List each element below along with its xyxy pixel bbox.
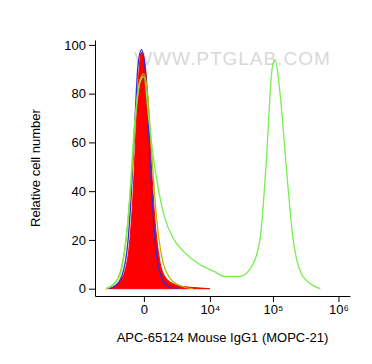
y-tick-mark xyxy=(89,289,95,290)
x-axis-line xyxy=(96,296,351,297)
y-tick-mark xyxy=(89,191,95,192)
histogram-line xyxy=(110,50,178,289)
x-axis: 0 10⁴ 10⁵ 10⁶ xyxy=(96,296,351,317)
x-tick-mark xyxy=(273,296,274,302)
plot-area xyxy=(106,50,320,289)
x-tick: 10⁶ xyxy=(329,296,349,317)
x-tick-label: 10⁵ xyxy=(264,302,284,317)
x-tick-label: 10⁶ xyxy=(329,302,349,317)
y-tick: 100 xyxy=(64,38,95,53)
x-tick-label: 10⁴ xyxy=(200,302,220,317)
x-tick: 10⁵ xyxy=(264,296,284,317)
x-axis-title: APC-65124 Mouse IgG1 (MOPC-21) xyxy=(117,330,329,345)
y-tick-mark xyxy=(89,240,95,241)
y-tick-label: 100 xyxy=(64,38,86,53)
y-tick-mark xyxy=(89,94,95,95)
y-tick: 0 xyxy=(79,281,95,296)
y-tick: 20 xyxy=(72,233,95,248)
x-tick-mark xyxy=(338,296,339,302)
y-tick: 40 xyxy=(72,184,95,199)
x-tick-label: 0 xyxy=(141,302,148,317)
histogram-line xyxy=(106,74,192,289)
y-tick: 60 xyxy=(72,135,95,150)
x-tick: 10⁴ xyxy=(200,296,220,317)
y-tick-label: 20 xyxy=(72,233,86,248)
y-tick-label: 60 xyxy=(72,135,86,150)
watermark: WWW.PTGLAB.COM xyxy=(134,48,331,69)
x-tick-mark xyxy=(210,296,211,302)
histogram-area xyxy=(106,52,210,288)
histogram-line xyxy=(106,60,320,289)
y-tick-label: 0 xyxy=(79,281,86,296)
y-axis: 0 20 40 60 80 100 xyxy=(64,38,95,297)
y-tick: 80 xyxy=(72,86,95,101)
y-tick-label: 40 xyxy=(72,184,86,199)
x-tick: 0 xyxy=(141,296,148,317)
y-axis-title: Relative cell number xyxy=(28,108,43,226)
chart: WWW.PTGLAB.COM 0 10⁴ 10⁵ 10⁶ 0 20 40 60 80 100 APC-… xyxy=(0,0,372,364)
y-tick-mark xyxy=(89,45,95,46)
y-axis-line xyxy=(95,41,96,297)
y-tick-label: 80 xyxy=(72,86,86,101)
y-tick-mark xyxy=(89,142,95,143)
x-tick-mark xyxy=(144,296,145,302)
